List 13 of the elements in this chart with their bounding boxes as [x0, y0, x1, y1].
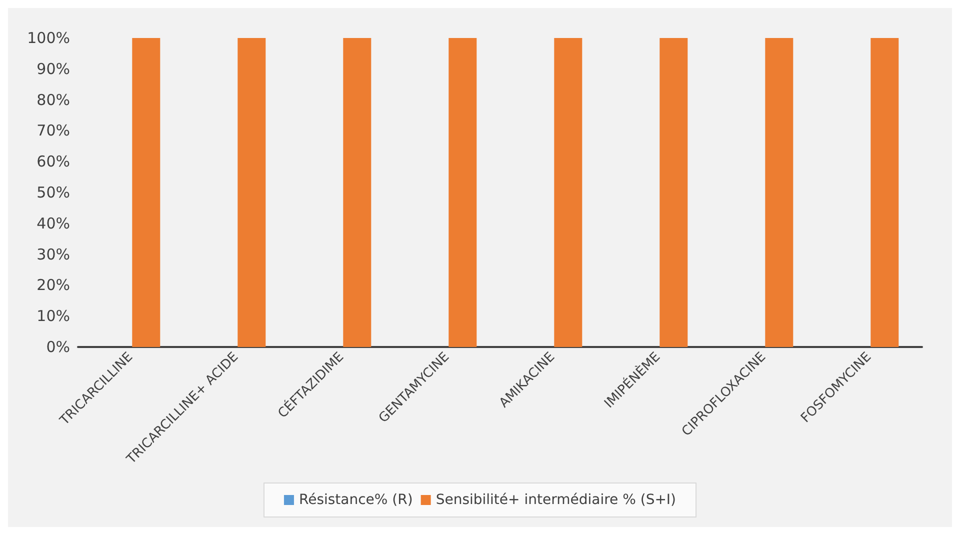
y-tick-label: 80% — [36, 90, 70, 109]
y-tick-label: 20% — [36, 276, 70, 294]
legend-label: Résistance% (R) — [298, 492, 413, 508]
y-tick-label: 30% — [36, 245, 70, 264]
y-tick-label: 70% — [36, 122, 70, 140]
y-tick-label: 10% — [36, 307, 70, 326]
y-tick-label: 90% — [36, 60, 70, 78]
legend-label: Sensibilité+ intermédiaire % (S+I) — [436, 492, 676, 508]
y-tick-label: 100% — [27, 29, 70, 47]
y-tick-label: 40% — [36, 214, 70, 232]
y-tick-label: 0% — [46, 338, 70, 356]
y-tick-label: 60% — [36, 152, 70, 171]
y-tick-label: 50% — [36, 184, 70, 202]
